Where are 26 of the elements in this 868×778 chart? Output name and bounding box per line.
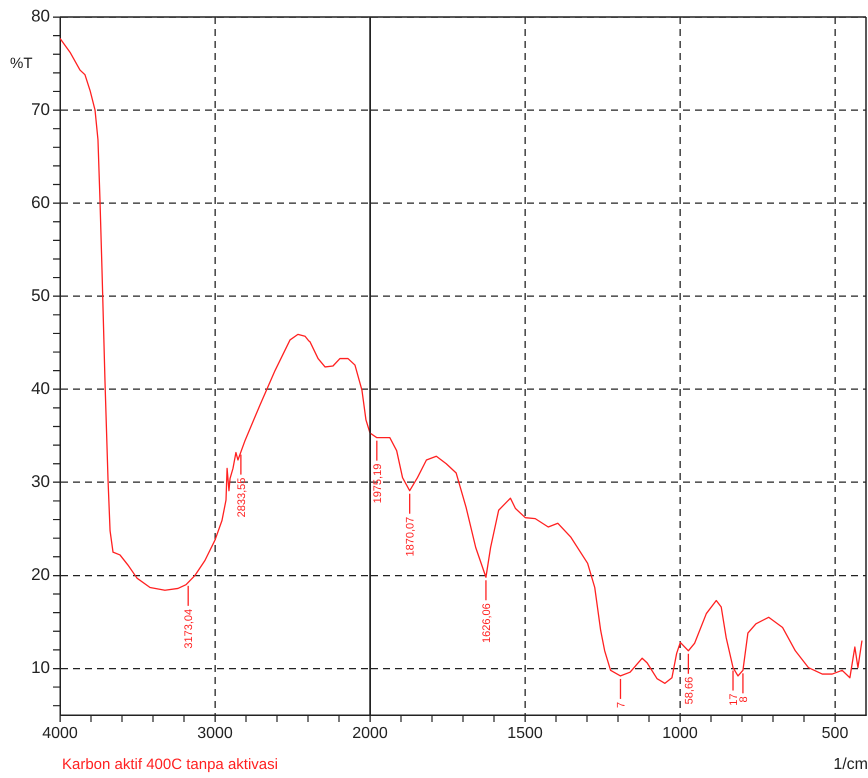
y-tick-label: 30 [31, 472, 50, 492]
annotation: 2833,55 [236, 478, 248, 518]
annotation: 8 [738, 696, 750, 702]
annotation: 3173,04 [183, 608, 196, 649]
annotation: 7 [615, 702, 628, 708]
y-tick-label: 60 [31, 192, 50, 212]
x-tick-label: 4000 [42, 725, 78, 742]
y-tick-label: 70 [31, 100, 50, 119]
x-tick-label: 1500 [507, 725, 543, 742]
text: Karbon aktif 400C tanpa aktivasi [62, 756, 278, 773]
y-tick-label: 40 [31, 378, 50, 398]
annotation: 1870,07 [404, 516, 417, 556]
annotation: 58,66 [683, 676, 696, 704]
x-tick-label: 3000 [197, 725, 233, 742]
annotation: 1626,06 [480, 603, 493, 644]
y-tick-label: 10 [31, 658, 50, 678]
x-tick-label: 500 [822, 725, 848, 742]
y-axis-title: %T [10, 55, 32, 72]
annotation: 1975,19 [372, 464, 384, 504]
y-tick-label: 20 [31, 565, 50, 584]
x-axis-title: 1/cm [833, 756, 868, 773]
x-tick-label: 1000 [662, 725, 698, 742]
x-tick-label: 2000 [352, 725, 388, 742]
annotation: 17 [728, 694, 740, 706]
y-tick-label: 50 [31, 286, 50, 305]
y-tick-label: 80 [31, 6, 50, 26]
